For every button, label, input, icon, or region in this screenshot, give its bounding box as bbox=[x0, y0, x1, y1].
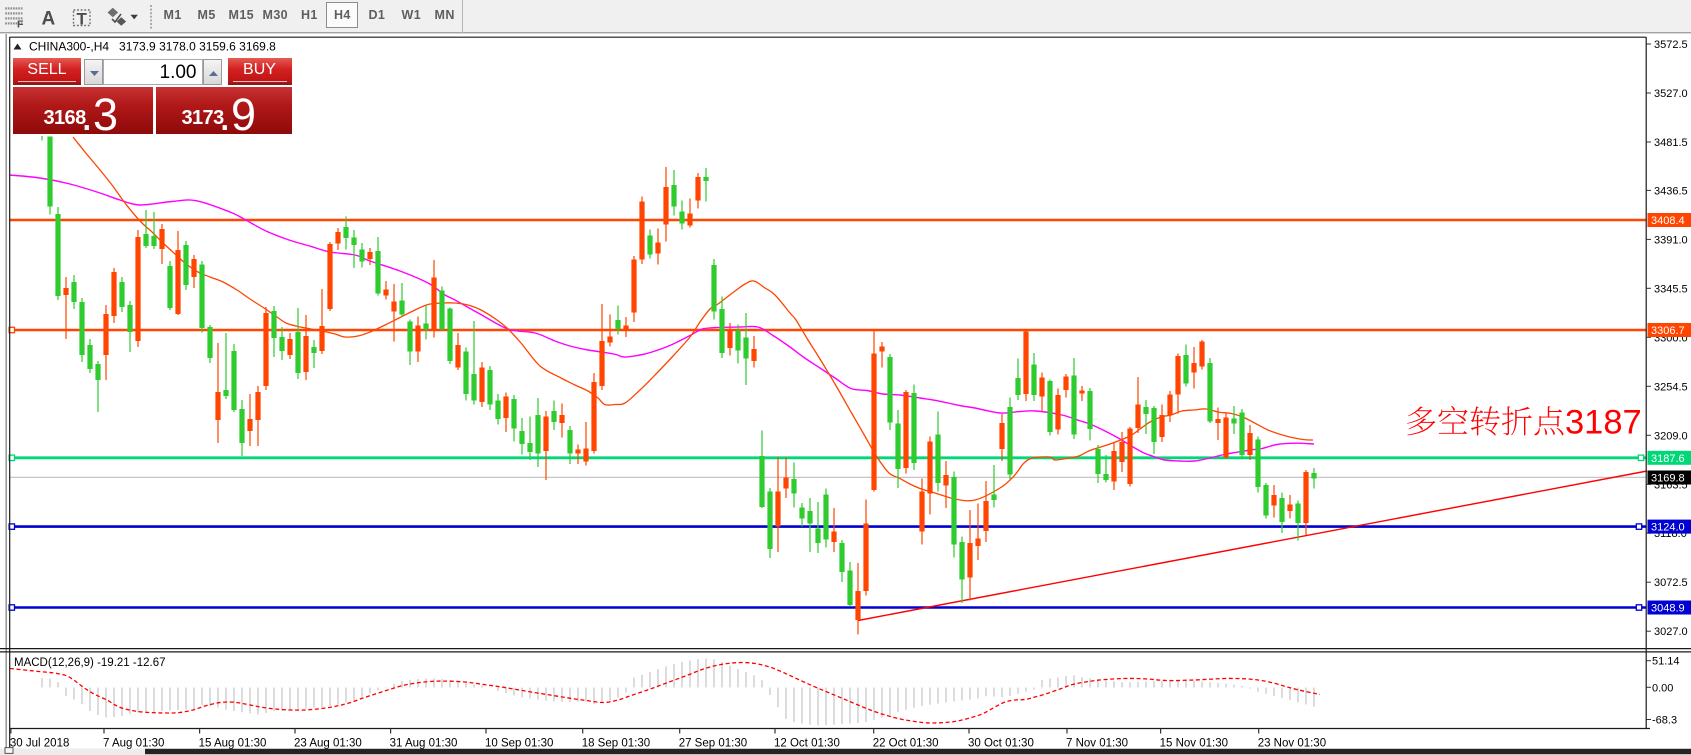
svg-text:7 Nov 01:30: 7 Nov 01:30 bbox=[1066, 737, 1128, 749]
svg-text:15 Nov 01:30: 15 Nov 01:30 bbox=[1160, 737, 1228, 749]
svg-text:51.14: 51.14 bbox=[1652, 656, 1680, 668]
svg-text:3254.5: 3254.5 bbox=[1654, 381, 1688, 393]
svg-text:3072.5: 3072.5 bbox=[1654, 577, 1688, 589]
svg-text:3209.0: 3209.0 bbox=[1654, 430, 1688, 442]
svg-text:3306.7: 3306.7 bbox=[1651, 325, 1685, 337]
svg-text:15 Aug 01:30: 15 Aug 01:30 bbox=[199, 737, 267, 749]
svg-text:18 Sep 01:30: 18 Sep 01:30 bbox=[582, 737, 650, 749]
svg-text:3408.4: 3408.4 bbox=[1651, 215, 1685, 227]
svg-text:10 Sep 01:30: 10 Sep 01:30 bbox=[485, 737, 553, 749]
svg-text:A: A bbox=[42, 9, 56, 30]
svg-text:27 Sep 01:30: 27 Sep 01:30 bbox=[679, 737, 747, 749]
svg-text:F: F bbox=[17, 19, 24, 31]
svg-text:3027.0: 3027.0 bbox=[1654, 626, 1688, 638]
svg-text:T: T bbox=[77, 10, 88, 29]
svg-text:3436.5: 3436.5 bbox=[1654, 185, 1688, 197]
svg-text:31 Aug 01:30: 31 Aug 01:30 bbox=[390, 737, 458, 749]
svg-text:-68.3: -68.3 bbox=[1652, 715, 1677, 727]
svg-text:30 Jul 2018: 30 Jul 2018 bbox=[10, 737, 69, 749]
svg-text:3345.5: 3345.5 bbox=[1654, 283, 1688, 295]
svg-text:30 Oct 01:30: 30 Oct 01:30 bbox=[968, 737, 1034, 749]
svg-text:3572.5: 3572.5 bbox=[1654, 39, 1688, 51]
svg-text:MACD(12,26,9) -19.21 -12.67: MACD(12,26,9) -19.21 -12.67 bbox=[14, 657, 166, 669]
svg-text:3481.5: 3481.5 bbox=[1654, 137, 1688, 149]
svg-text:0.00: 0.00 bbox=[1652, 682, 1673, 694]
svg-text:3187: 3187 bbox=[1565, 404, 1642, 442]
svg-text:3527.0: 3527.0 bbox=[1654, 88, 1688, 100]
svg-text:3048.9: 3048.9 bbox=[1651, 603, 1685, 615]
svg-text:3124.0: 3124.0 bbox=[1651, 522, 1685, 534]
svg-text:CHINA300-,H4 3173.9 3178.0 3: CHINA300-,H4 3173.9 3178.0 3159.6 3169.8 bbox=[29, 40, 276, 54]
svg-text:23 Nov 01:30: 23 Nov 01:30 bbox=[1258, 737, 1326, 749]
svg-text:3391.0: 3391.0 bbox=[1654, 234, 1688, 246]
svg-text:3169.8: 3169.8 bbox=[1651, 473, 1685, 485]
svg-text:12 Oct 01:30: 12 Oct 01:30 bbox=[774, 737, 840, 749]
svg-text:22 Oct 01:30: 22 Oct 01:30 bbox=[873, 737, 939, 749]
svg-text:23 Aug 01:30: 23 Aug 01:30 bbox=[294, 737, 362, 749]
svg-text:7 Aug 01:30: 7 Aug 01:30 bbox=[103, 737, 164, 749]
svg-text:3187.6: 3187.6 bbox=[1651, 453, 1685, 465]
